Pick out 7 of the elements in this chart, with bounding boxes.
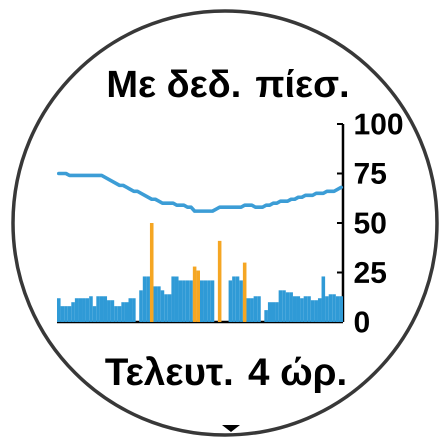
y-tick-label: 75 <box>354 163 386 184</box>
x-axis-title: Τελευτ. 4 ώρ. <box>105 356 345 393</box>
y-tick-label: 50 <box>354 212 386 234</box>
y-tick-label: 0 <box>354 311 369 333</box>
chart-title: Με δεδ. πίεσ. <box>108 69 348 98</box>
y-tick-label: 100 <box>355 113 402 135</box>
y-tick-label: 25 <box>354 262 386 284</box>
